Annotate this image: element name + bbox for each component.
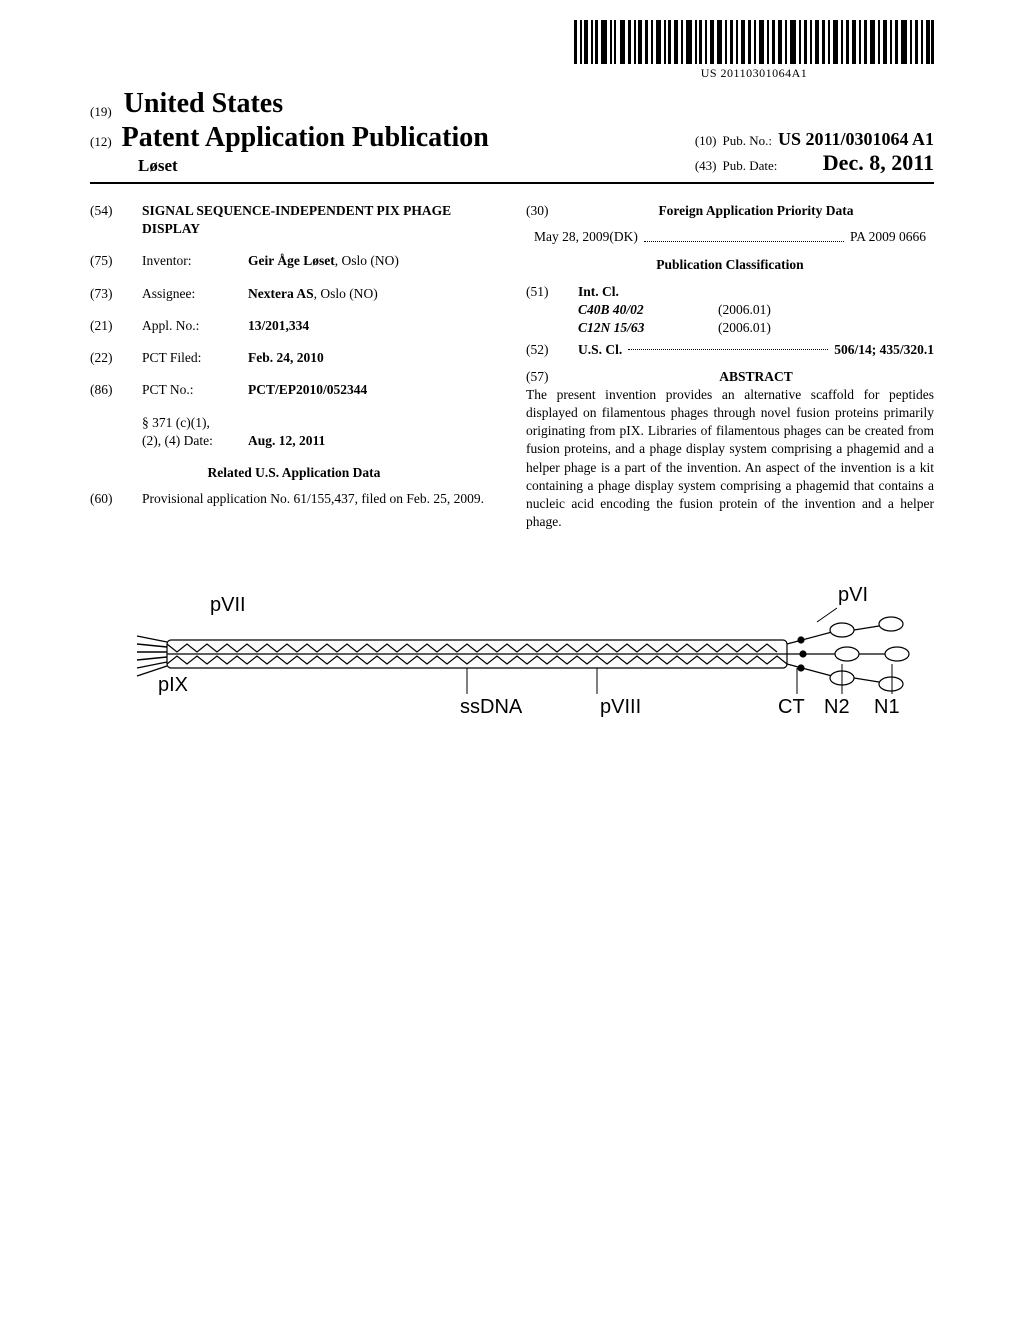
code-86: (86) <box>90 381 128 399</box>
pctno-label: PCT No.: <box>142 381 234 399</box>
classification-heading: Publication Classification <box>526 256 934 274</box>
s371-date: Aug. 12, 2011 <box>248 432 325 450</box>
intcl-label: Int. Cl. <box>578 283 619 301</box>
fig-label-ct: CT <box>778 696 805 719</box>
uscl-label: U.S. Cl. <box>578 341 622 359</box>
intcl-code-0: C40B 40/02 <box>578 301 678 319</box>
intcl-ver-1: (2006.01) <box>718 319 771 337</box>
intcl-code-1: C12N 15/63 <box>578 319 678 337</box>
left-column: (54) SIGNAL SEQUENCE-INDEPENDENT PIX PHA… <box>90 202 498 532</box>
fig-label-n1: N1 <box>874 696 900 719</box>
s371-label: § 371 (c)(1), (2), (4) Date: <box>142 414 234 450</box>
phage-figure: pVII pIX ssDNA pVIII pVI CT N2 N1 <box>90 602 934 762</box>
pct-number: PCT/EP2010/052344 <box>248 381 367 399</box>
barcode-block: US 20110301064A1 <box>90 20 934 82</box>
assignee-label: Assignee: <box>142 285 234 303</box>
related-data-heading: Related U.S. Application Data <box>90 464 498 482</box>
pctfiled-label: PCT Filed: <box>142 349 234 367</box>
fig-label-pviii: pVIII <box>600 696 641 719</box>
code-60: (60) <box>90 490 128 508</box>
foreign-app-number: PA 2009 0666 <box>850 228 926 246</box>
invention-title: SIGNAL SEQUENCE-INDEPENDENT PIX PHAGE DI… <box>142 202 498 238</box>
abstract-heading: ABSTRACT <box>578 368 934 386</box>
code-22: (22) <box>90 349 128 367</box>
fig-label-pix: pIX <box>158 674 188 697</box>
pubno-label: Pub. No.: <box>722 133 771 149</box>
inventor-loc: , Oslo (NO) <box>335 253 399 268</box>
fig-label-n2: N2 <box>824 696 850 719</box>
code-52: (52) <box>526 341 564 359</box>
code-73: (73) <box>90 285 128 303</box>
dot-leader <box>644 224 844 242</box>
inventor-label: Inventor: <box>142 252 234 270</box>
abstract-text: The present invention provides an altern… <box>526 386 934 532</box>
foreign-date: May 28, 2009 <box>534 228 609 246</box>
code-12: (12) <box>90 134 112 150</box>
author-surname: Løset <box>90 156 489 176</box>
pct-filed-date: Feb. 24, 2010 <box>248 349 324 367</box>
fig-label-pvii: pVII <box>210 594 246 617</box>
fig-label-ssdna: ssDNA <box>460 696 522 719</box>
uscl-value: 506/14; 435/320.1 <box>834 341 934 359</box>
barcode: US 20110301064A1 <box>574 20 934 81</box>
code-75: (75) <box>90 252 128 270</box>
fig-label-pvi: pVI <box>838 584 868 607</box>
code-57: (57) <box>526 368 564 386</box>
header-country-row: (19) United States <box>90 88 934 120</box>
code-10: (10) <box>695 133 717 149</box>
publication-date: Dec. 8, 2011 <box>823 150 934 176</box>
code-43: (43) <box>695 158 717 174</box>
foreign-country: (DK) <box>609 228 638 246</box>
intcl-ver-0: (2006.01) <box>718 301 771 319</box>
foreign-priority-heading: Foreign Application Priority Data <box>578 202 934 220</box>
code-54: (54) <box>90 202 128 238</box>
title-row: (12) Patent Application Publication Løse… <box>90 122 934 184</box>
provisional-text: Provisional application No. 61/155,437, … <box>142 490 498 508</box>
country-name: United States <box>124 88 283 120</box>
applno-label: Appl. No.: <box>142 317 234 335</box>
code-51: (51) <box>526 283 564 301</box>
assignee-loc: , Oslo (NO) <box>314 286 378 301</box>
code-19: (19) <box>90 104 112 120</box>
assignee-name: Nextera AS <box>248 286 314 301</box>
right-column: (30) Foreign Application Priority Data M… <box>526 202 934 532</box>
dot-leader-2 <box>628 349 828 350</box>
barcode-number: US 20110301064A1 <box>574 66 934 81</box>
application-number: 13/201,334 <box>248 317 309 335</box>
pubdate-label: Pub. Date: <box>722 158 777 174</box>
publication-type: Patent Application Publication <box>122 122 489 154</box>
publication-number: US 2011/0301064 A1 <box>778 129 934 150</box>
inventor-name: Geir Åge Løset <box>248 253 335 268</box>
code-30: (30) <box>526 202 564 220</box>
code-21: (21) <box>90 317 128 335</box>
